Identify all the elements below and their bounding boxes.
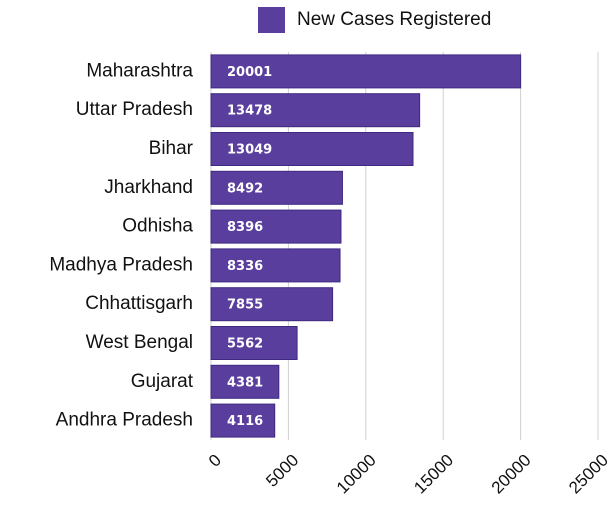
data-label: 8336 [227, 259, 263, 274]
legend-swatch [258, 7, 285, 33]
bar [210, 403, 276, 438]
data-label: 13049 [227, 143, 272, 158]
data-label: 7855 [227, 298, 263, 313]
x-tick-label: 0 [205, 451, 225, 471]
bar [210, 93, 421, 128]
x-tick-label: 15000 [410, 451, 457, 498]
y-tick-label: Andhra Pradesh [56, 410, 193, 431]
y-tick-label: Odhisha [122, 216, 193, 237]
x-tick-label: 5000 [262, 451, 302, 491]
bar [210, 248, 341, 283]
data-label: 8492 [227, 181, 263, 196]
bar [210, 132, 414, 166]
y-tick-label: Gujarat [131, 371, 194, 392]
y-tick-label: Chhattisgarh [85, 293, 193, 314]
y-tick-label: West Bengal [86, 332, 193, 353]
x-tick-label: 10000 [333, 451, 380, 498]
data-label: 4381 [227, 375, 263, 390]
y-tick-label: Uttar Pradesh [76, 99, 193, 120]
y-tick-label: Jharkhand [104, 177, 193, 198]
bar [210, 287, 334, 322]
data-label: 20001 [227, 65, 272, 80]
bar [210, 170, 343, 205]
y-tick-label: Bihar [149, 138, 194, 159]
data-label: 5562 [227, 337, 263, 352]
data-label: 8396 [227, 220, 263, 235]
y-tick-label: Maharashtra [86, 60, 193, 81]
bar [210, 54, 522, 89]
bar [210, 209, 342, 244]
x-tick-label: 25000 [565, 451, 609, 498]
data-label: 13478 [227, 104, 272, 119]
x-tick-label: 20000 [488, 451, 535, 498]
legend-label: New Cases Registered [297, 9, 491, 30]
bar [210, 326, 298, 360]
data-label: 4116 [227, 414, 263, 429]
bar [210, 364, 280, 399]
y-tick-label: Madhya Pradesh [49, 254, 193, 275]
